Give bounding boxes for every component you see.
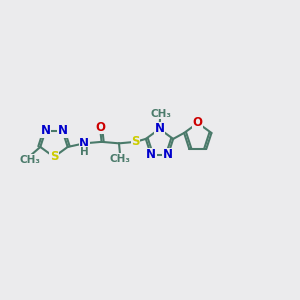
Text: S: S xyxy=(50,150,58,164)
Text: N: N xyxy=(58,124,68,137)
Text: O: O xyxy=(95,121,105,134)
Text: CH₃: CH₃ xyxy=(110,154,131,164)
Text: CH₃: CH₃ xyxy=(20,154,40,164)
Text: N: N xyxy=(40,124,50,137)
Text: N: N xyxy=(146,148,156,161)
Text: N: N xyxy=(79,137,89,150)
Text: S: S xyxy=(131,135,140,148)
Text: H: H xyxy=(80,147,89,157)
Text: CH₃: CH₃ xyxy=(151,109,172,119)
Text: N: N xyxy=(163,148,173,161)
Text: O: O xyxy=(193,116,203,129)
Text: N: N xyxy=(154,122,164,135)
